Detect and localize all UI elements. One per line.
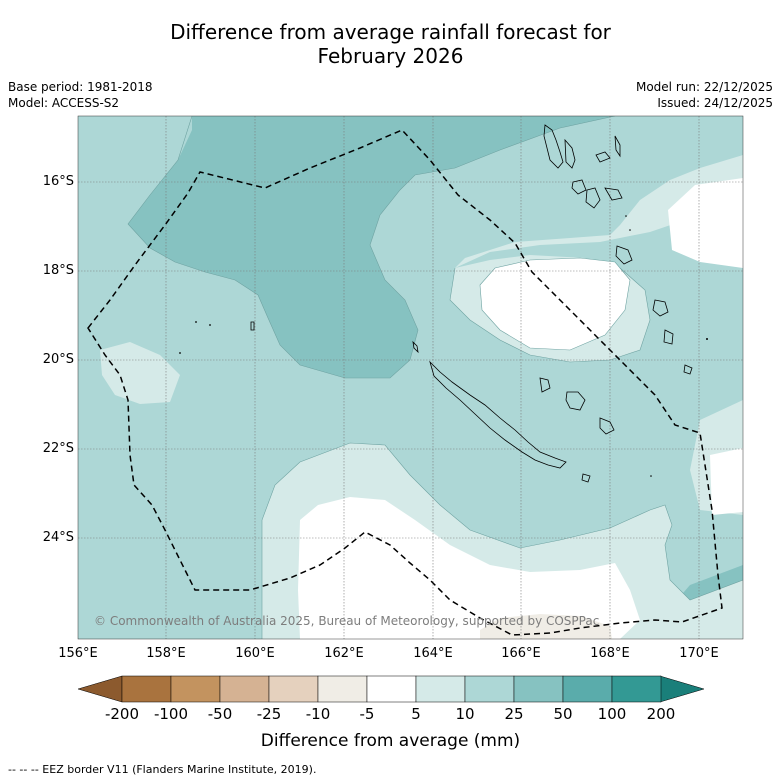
colorbar-tick-label: -25	[256, 705, 282, 723]
vanuatu-island-6	[585, 187, 601, 209]
eez-footnote: -- -- -- EEZ border V11 (Flanders Marine…	[8, 763, 317, 776]
base-period: Base period: 1981-2018	[8, 80, 153, 94]
graticule	[78, 116, 743, 639]
band-neutral-southeast	[710, 448, 743, 515]
colorbar-segment	[562, 675, 613, 703]
band-neutral-center	[480, 258, 630, 350]
vanuatu-island-5	[571, 179, 587, 195]
lon-label-170e: 170°E	[679, 646, 719, 661]
colorbar	[77, 675, 705, 703]
lat-label-16s: 16°S	[42, 174, 74, 189]
landmasses	[250, 124, 693, 483]
title-line-2: February 2026	[317, 44, 464, 68]
contour-lines	[127, 116, 743, 639]
lon-label-156e: 156°E	[58, 646, 98, 661]
colorbar-segment	[219, 675, 270, 703]
vanuatu-island-4	[614, 135, 621, 158]
band-25-50-north	[128, 116, 615, 378]
chesterfield-island	[412, 340, 419, 354]
band-neutral-south	[298, 497, 640, 639]
band-neutral-east	[668, 178, 743, 268]
colorbar-segment	[170, 675, 221, 703]
colorbar-segment	[121, 675, 172, 703]
colorbar-tick-label: 25	[504, 705, 524, 723]
colorbar-segment	[464, 675, 515, 703]
lon-label-160e: 160°E	[235, 646, 275, 661]
colorbar-segment	[317, 675, 368, 703]
loyalty-island-2	[565, 391, 586, 411]
lon-label-168e: 168°E	[590, 646, 630, 661]
issued-date: Issued: 24/12/2025	[657, 96, 773, 110]
colorbar-segment	[366, 675, 417, 703]
map-frame	[77, 115, 744, 640]
colorbar-segment	[415, 675, 466, 703]
east-island-3	[683, 364, 693, 375]
map-field	[78, 116, 743, 639]
vanuatu-island-7	[604, 187, 623, 201]
colorbar-tick-label: 200	[646, 705, 676, 723]
colorbar-tick-label: 100	[597, 705, 627, 723]
lat-label-18s: 18°S	[42, 263, 74, 278]
model-run: Model run: 22/12/2025	[635, 80, 773, 94]
meta-left: Base period: 1981-2018 Model: ACCESS-S2	[8, 79, 153, 111]
model-name: Model: ACCESS-S2	[8, 96, 120, 110]
colorbar-tick-label: -5	[359, 705, 375, 723]
lon-label-164e: 164°E	[413, 646, 453, 661]
colorbar-tick-label: -100	[153, 705, 189, 723]
eez-border	[87, 129, 723, 636]
colorbar-segment	[268, 675, 319, 703]
colorbar-segment	[513, 675, 564, 703]
lat-label-24s: 24°S	[42, 530, 74, 545]
lon-label-162e: 162°E	[324, 646, 364, 661]
small-islets	[179, 215, 708, 477]
loyalty-island-1	[539, 377, 551, 393]
colorbar-tick-label: -50	[207, 705, 233, 723]
title-line-1: Difference from average rainfall forecas…	[170, 20, 611, 44]
vanuatu-island-1	[543, 124, 564, 169]
copyright-credit: © Commonwealth of Australia 2025, Bureau…	[94, 614, 600, 628]
colorbar-tick-label: 50	[553, 705, 573, 723]
colorbar-tick-label: -200	[104, 705, 140, 723]
colorbar-right-arrow	[659, 675, 705, 703]
east-island-2	[663, 329, 674, 345]
colorbar-tick-label: 5	[411, 705, 421, 723]
colorbar-tick-label: -10	[305, 705, 331, 723]
colorbar-tick-label: 10	[455, 705, 475, 723]
vanuatu-island-3	[595, 151, 611, 163]
chart-title: Difference from average rainfall forecas…	[0, 20, 781, 68]
colorbar-segment	[611, 675, 662, 703]
small-island-west	[250, 321, 255, 331]
small-island-south	[581, 473, 591, 483]
east-island-1	[652, 299, 669, 317]
new-caledonia-island	[429, 360, 567, 469]
colorbar-title: Difference from average (mm)	[260, 731, 521, 751]
band-dry-patch	[480, 614, 612, 639]
meta-right: Model run: 22/12/2025 Issued: 24/12/2025	[636, 79, 773, 111]
lon-label-158e: 158°E	[146, 646, 186, 661]
lon-label-166e: 166°E	[501, 646, 541, 661]
colorbar-left-arrow	[77, 675, 123, 703]
band-5-10-west	[100, 342, 180, 404]
lat-label-20s: 20°S	[42, 352, 74, 367]
loyalty-island-3	[599, 417, 615, 435]
vanuatu-island-2	[564, 138, 576, 169]
band-5-10-northeast	[455, 155, 743, 268]
vanuatu-island-8	[615, 245, 633, 265]
lat-label-22s: 22°S	[42, 441, 74, 456]
